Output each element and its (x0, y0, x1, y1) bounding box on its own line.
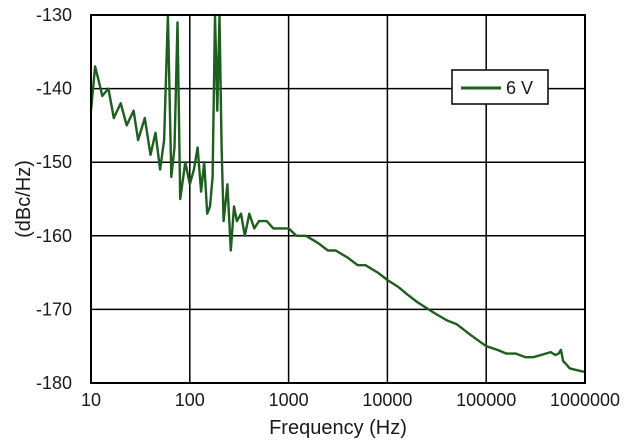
data-point (243, 234, 246, 237)
data-point (170, 176, 173, 178)
data-point (97, 80, 100, 83)
y-tick-label: -180 (36, 373, 72, 393)
data-point (159, 168, 162, 171)
data-point (253, 227, 256, 230)
data-point (132, 109, 135, 112)
legend-series-label: 6 V (506, 78, 533, 98)
plot-frame (90, 14, 586, 384)
data-point (565, 363, 568, 366)
data-point (295, 234, 298, 237)
data-point (163, 139, 166, 142)
x-tick-label: 10000 (362, 390, 412, 410)
data-point (173, 146, 176, 149)
data-point (112, 117, 115, 119)
legend: 6 V (451, 69, 549, 105)
y-tick-label: -150 (36, 152, 72, 172)
data-point (364, 264, 367, 267)
data-point (101, 95, 104, 97)
data-point (119, 102, 122, 105)
data-point (554, 354, 557, 356)
series-line (89, 13, 586, 374)
x-tick-label: 1000 (269, 390, 309, 410)
data-point (203, 161, 206, 164)
data-point (549, 351, 552, 353)
x-axis-title: Frequency (Hz) (269, 417, 407, 439)
data-point (485, 345, 488, 348)
y-tick-label: -160 (36, 226, 72, 246)
data-point (258, 220, 260, 223)
data-point (568, 367, 571, 370)
data-point (557, 352, 560, 355)
data-point (188, 183, 191, 186)
data-point (386, 279, 389, 281)
data-point (496, 349, 499, 351)
y-tick-label: -140 (36, 79, 72, 99)
data-point (193, 168, 195, 171)
data-point (236, 220, 238, 223)
data-point (574, 368, 577, 371)
data-point (209, 205, 211, 208)
data-point (532, 356, 535, 359)
data-point (562, 360, 564, 362)
data-point (505, 352, 508, 355)
x-tick-label: 100000 (456, 390, 516, 410)
data-point (137, 139, 140, 142)
data-point (233, 205, 235, 208)
data-point (544, 352, 547, 355)
data-point (240, 212, 242, 215)
data-point (327, 249, 329, 252)
data-point (470, 334, 472, 337)
data-point (176, 21, 179, 24)
data-point (143, 117, 146, 119)
data-point (446, 319, 448, 322)
y-tick-labels: -130 -140 -150 -160 -170 -180 (36, 5, 72, 393)
y-axis-title: (dBc/Hz) (13, 160, 35, 238)
x-tick-label: 1000000 (550, 390, 620, 410)
data-point (149, 153, 152, 156)
data-point (211, 176, 214, 178)
data-point (196, 146, 199, 149)
data-point (216, 109, 219, 112)
data-point (226, 183, 229, 186)
data-point (125, 124, 128, 127)
data-point (347, 257, 349, 259)
data-point (272, 227, 275, 230)
data-point (356, 264, 359, 267)
data-point (515, 352, 517, 355)
data-point (560, 349, 562, 351)
data-point (334, 249, 337, 252)
data-point (184, 161, 187, 164)
data-point (154, 131, 157, 134)
data-point (524, 356, 527, 359)
x-tick-label: 10 (81, 390, 101, 410)
data-point (206, 212, 209, 215)
data-point (305, 234, 307, 237)
data-point (107, 87, 110, 90)
data-point (287, 227, 290, 230)
data-point (433, 312, 436, 314)
data-point (179, 198, 182, 200)
data-point (94, 65, 96, 68)
data-point (200, 190, 203, 193)
data-point (406, 293, 409, 296)
data-point (376, 271, 379, 274)
data-point (222, 220, 225, 223)
data-point (397, 286, 400, 289)
data-point (220, 146, 223, 149)
y-tick-label: -130 (36, 5, 72, 25)
data-point (455, 323, 458, 325)
x-tick-labels: 10 100 1000 10000 100000 1000000 (81, 390, 620, 410)
data-point (265, 220, 268, 223)
data-point (317, 242, 320, 245)
data-point (229, 249, 232, 252)
y-tick-label: -170 (36, 299, 72, 319)
data-point (416, 301, 418, 303)
data-point (248, 212, 251, 215)
data-point (278, 227, 280, 230)
x-tick-label: 100 (175, 390, 205, 410)
